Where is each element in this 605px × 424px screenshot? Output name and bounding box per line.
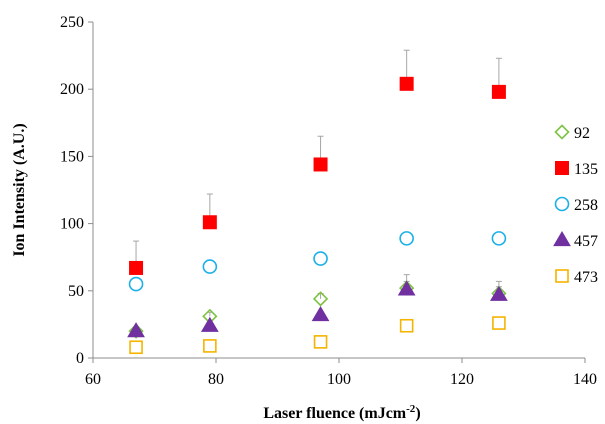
point-457 xyxy=(200,316,219,332)
legend-label-457: 457 xyxy=(574,233,598,250)
series-135 xyxy=(129,76,506,275)
x-tick-label: 120 xyxy=(450,371,474,388)
point-258 xyxy=(313,251,328,266)
point-135 xyxy=(313,157,328,172)
x-tick-label: 80 xyxy=(208,371,224,388)
legend-label-473: 473 xyxy=(574,269,598,286)
legend-marker-457 xyxy=(553,231,571,247)
legend-item-457: 457 xyxy=(553,231,598,250)
series-457 xyxy=(127,280,508,338)
point-92 xyxy=(312,291,329,307)
data-marks xyxy=(127,49,508,355)
y-tick-label: 100 xyxy=(60,216,84,233)
legend-marker-135 xyxy=(555,161,569,175)
point-457 xyxy=(490,285,508,301)
series-92 xyxy=(128,280,507,339)
axes: 0 50 100 150 200 250 60 80 100 120 140 xyxy=(60,14,597,388)
point-135 xyxy=(129,260,144,275)
y-tick-label: 250 xyxy=(60,14,84,31)
legend-label-92: 92 xyxy=(574,125,590,142)
x-tick-label: 140 xyxy=(573,371,597,388)
x-axis-title-superscript: -2 xyxy=(406,403,416,415)
legend-marker-258 xyxy=(554,196,570,212)
y-tick-label: 200 xyxy=(60,81,84,98)
point-457 xyxy=(127,322,145,338)
legend: 92 135 258 457 473 xyxy=(553,124,598,286)
x-tick-label: 60 xyxy=(85,371,101,388)
x-tick-label: 100 xyxy=(327,371,351,388)
x-axis-title: Laser fluence (mJcm-2) xyxy=(263,403,420,422)
x-axis-title-text: Laser fluence (mJcm xyxy=(263,405,406,422)
x-axis-title-close: ) xyxy=(415,405,420,422)
point-473 xyxy=(203,339,217,353)
point-258 xyxy=(399,231,414,246)
legend-item-92: 92 xyxy=(554,124,590,142)
legend-label-135: 135 xyxy=(574,161,598,178)
point-473 xyxy=(313,335,328,349)
series-258 xyxy=(128,231,507,292)
point-258 xyxy=(202,259,218,274)
point-473 xyxy=(129,340,143,355)
legend-label-258: 258 xyxy=(574,197,598,214)
point-258 xyxy=(491,231,507,246)
y-axis-title: Ion Intensity (A.U.) xyxy=(11,123,28,256)
legend-item-135: 135 xyxy=(555,161,598,178)
point-135 xyxy=(491,84,506,99)
y-tick-label: 150 xyxy=(60,148,84,165)
series-473 xyxy=(129,316,506,355)
point-473 xyxy=(399,318,414,333)
y-tick-label: 0 xyxy=(76,350,84,367)
point-457 xyxy=(397,280,416,296)
point-135 xyxy=(202,215,217,230)
legend-item-258: 258 xyxy=(554,196,598,214)
point-473 xyxy=(492,316,506,330)
point-92 xyxy=(128,323,144,339)
legend-item-473: 473 xyxy=(555,269,598,286)
legend-marker-473 xyxy=(555,269,569,283)
error-bars xyxy=(133,49,502,317)
point-258 xyxy=(128,276,144,292)
point-457 xyxy=(311,306,330,322)
legend-marker-92 xyxy=(554,124,570,140)
y-tick-label: 50 xyxy=(68,283,84,300)
point-135 xyxy=(399,76,414,91)
